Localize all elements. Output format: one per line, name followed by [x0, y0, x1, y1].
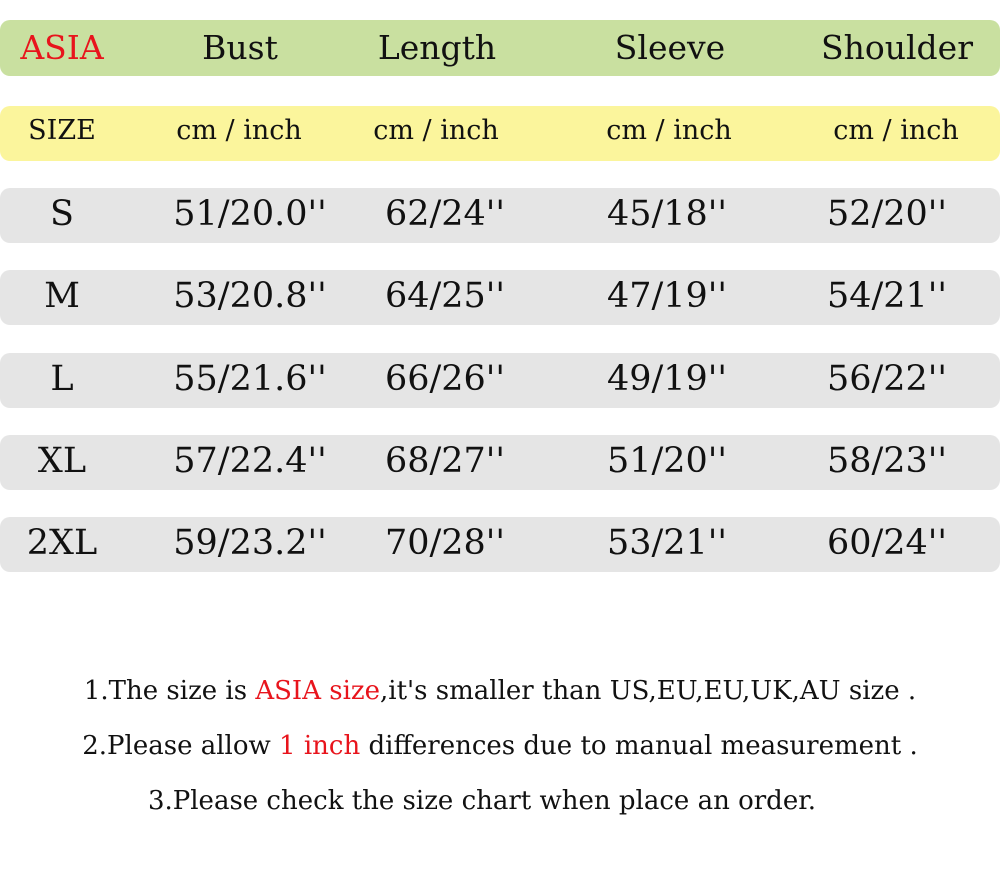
note-1: 1.The size is ASIA size,it's smaller tha… [0, 676, 1000, 706]
size-row: 2XL 59/23.2'' 70/28'' 53/21'' 60/24'' [0, 517, 1000, 572]
units-row: SIZE cm / inch cm / inch cm / inch cm / … [0, 106, 1000, 161]
note-highlight: 1 inch [279, 731, 361, 761]
measurement-cell: 54/21'' [826, 276, 948, 316]
units-length: cm / inch [373, 115, 499, 146]
measurement-cell: 45/18'' [606, 194, 728, 234]
size-row: XL 57/22.4'' 68/27'' 51/20'' 58/23'' [0, 435, 1000, 490]
measurement-cell: 58/23'' [826, 441, 948, 481]
measurement-cell: 59/23.2'' [173, 523, 327, 563]
units-size: SIZE [28, 115, 96, 146]
measurement-cell: 62/24'' [384, 194, 506, 234]
measurement-cell: 53/20.8'' [173, 276, 327, 316]
measurement-cell: 52/20'' [826, 194, 948, 234]
note-highlight: ASIA size [255, 676, 380, 706]
note-text: 1.The size is [83, 676, 256, 706]
units-bust: cm / inch [176, 115, 302, 146]
measurement-cell: 55/21.6'' [173, 359, 327, 399]
measurement-cell: 51/20.0'' [173, 194, 327, 234]
note-text: 3.Please check the size chart when place… [147, 786, 817, 816]
measurement-cell: 57/22.4'' [173, 441, 327, 481]
size-label: 2XL [26, 523, 98, 563]
header-length: Length [377, 28, 497, 67]
size-label: L [50, 359, 74, 399]
measurement-cell: 56/22'' [826, 359, 948, 399]
units-sleeve: cm / inch [606, 115, 732, 146]
measurement-cell: 60/24'' [826, 523, 948, 563]
measurement-cell: 49/19'' [606, 359, 728, 399]
units-shoulder: cm / inch [833, 115, 959, 146]
measurement-cell: 66/26'' [384, 359, 506, 399]
size-row: L 55/21.6'' 66/26'' 49/19'' 56/22'' [0, 353, 1000, 408]
measurement-cell: 53/21'' [606, 523, 728, 563]
size-row: S 51/20.0'' 62/24'' 45/18'' 52/20'' [0, 188, 1000, 243]
measurement-cell: 64/25'' [384, 276, 506, 316]
note-text: 2.Please allow [82, 731, 280, 761]
note-text: ,it's smaller than US,EU,EU,UK,AU size . [380, 676, 917, 706]
note-2: 2.Please allow 1 inch differences due to… [0, 731, 1000, 761]
measurement-cell: 51/20'' [606, 441, 728, 481]
size-label: XL [37, 441, 87, 481]
measurement-cell: 68/27'' [384, 441, 506, 481]
header-shoulder: Shoulder [821, 28, 973, 67]
size-label: M [44, 276, 80, 316]
header-asia: ASIA [20, 28, 104, 67]
header-row: ASIA Bust Length Sleeve Shoulder [0, 20, 1000, 76]
size-label: S [50, 194, 74, 234]
measurement-cell: 47/19'' [606, 276, 728, 316]
size-row: M 53/20.8'' 64/25'' 47/19'' 54/21'' [0, 270, 1000, 325]
header-bust: Bust [202, 28, 278, 67]
measurement-cell: 70/28'' [384, 523, 506, 563]
note-text: differences due to manual measurement . [360, 731, 918, 761]
header-sleeve: Sleeve [614, 28, 726, 67]
note-3: 3.Please check the size chart when place… [0, 786, 982, 816]
